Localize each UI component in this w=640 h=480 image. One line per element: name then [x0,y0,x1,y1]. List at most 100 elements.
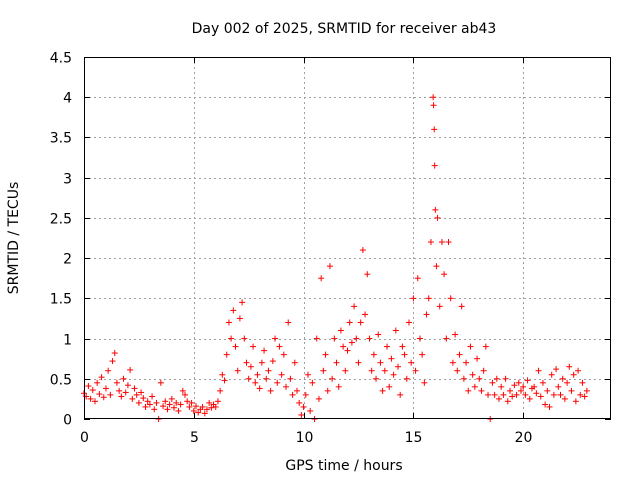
data-point [85,383,92,390]
data-point [335,383,342,390]
data-point [348,339,355,346]
data-point [243,359,250,366]
data-point [401,351,408,358]
data-point [504,398,511,405]
data-point [201,410,208,417]
data-point [225,319,232,326]
data-point [467,343,474,350]
data-point [522,391,529,398]
data-point [175,407,182,414]
data-point [433,263,440,270]
data-point [164,406,171,413]
data-point [377,359,384,366]
data-point [146,401,153,408]
data-point [430,102,437,109]
data-point [250,343,257,350]
data-point [315,395,322,402]
x-axis-label: GPS time / hours [285,458,402,474]
data-point [427,239,434,246]
data-point [515,379,522,386]
data-point [412,367,419,374]
data-point [203,406,210,413]
data-point [438,239,445,246]
chart-title: Day 002 of 2025, SRMTID for receiver ab4… [192,21,497,37]
data-point [395,363,402,370]
data-point [368,367,375,374]
data-point [456,351,463,358]
data-point [340,343,347,350]
data-point [138,389,145,396]
data-point [465,387,472,394]
data-point [107,391,114,398]
data-point [485,391,492,398]
data-point [269,358,276,365]
data-point [283,383,290,390]
data-point [419,351,426,358]
data-point [116,387,123,394]
y-tick-label: 0 [63,413,72,429]
data-point [431,162,438,169]
data-point [254,371,261,378]
data-point [322,351,329,358]
plot-frame [84,57,611,419]
data-point [577,391,584,398]
data-point [331,335,338,342]
y-tick-label: 4.5 [50,51,72,67]
data-point [502,375,509,382]
data-point [109,358,116,365]
data-point [326,263,333,270]
data-point [436,303,443,310]
data-point [474,355,481,362]
axis-ticks [84,57,611,420]
data-point [423,311,430,318]
data-point [105,367,112,374]
data-point [168,395,175,402]
data-point [160,403,167,410]
data-point [287,375,294,382]
data-point [542,401,549,408]
data-point [491,391,498,398]
data-point [267,387,274,394]
data-point [548,371,555,378]
data-point [364,271,371,278]
data-point [434,214,441,221]
data-point [232,343,239,350]
data-point [127,366,134,373]
data-point [166,401,173,408]
y-tick-label: 3.5 [50,131,72,147]
data-point [392,327,399,334]
y-tick-label: 2.5 [50,212,72,228]
data-point [190,407,197,414]
data-point [384,343,391,350]
data-point [177,401,184,408]
data-point [498,383,505,390]
data-point [96,391,103,398]
data-point [298,411,305,418]
data-point [583,387,590,394]
data-point [399,343,406,350]
data-point [157,379,164,386]
data-point [524,377,531,384]
data-point [135,399,142,406]
data-point [388,355,395,362]
y-tick-label: 2 [63,252,72,268]
data-point [320,367,327,374]
data-point [256,385,263,392]
data-point [482,343,489,350]
data-point [291,359,298,366]
data-point [120,375,127,382]
data-point [274,379,281,386]
data-point [471,383,478,390]
data-point [421,379,428,386]
data-point [344,347,351,354]
data-point [313,335,320,342]
data-point [445,239,452,246]
data-point [217,387,224,394]
data-point [390,371,397,378]
data-point [234,367,241,374]
data-point [245,375,252,382]
data-point [151,406,158,413]
data-point [553,366,560,373]
data-point [496,395,503,402]
data-point [513,391,520,398]
